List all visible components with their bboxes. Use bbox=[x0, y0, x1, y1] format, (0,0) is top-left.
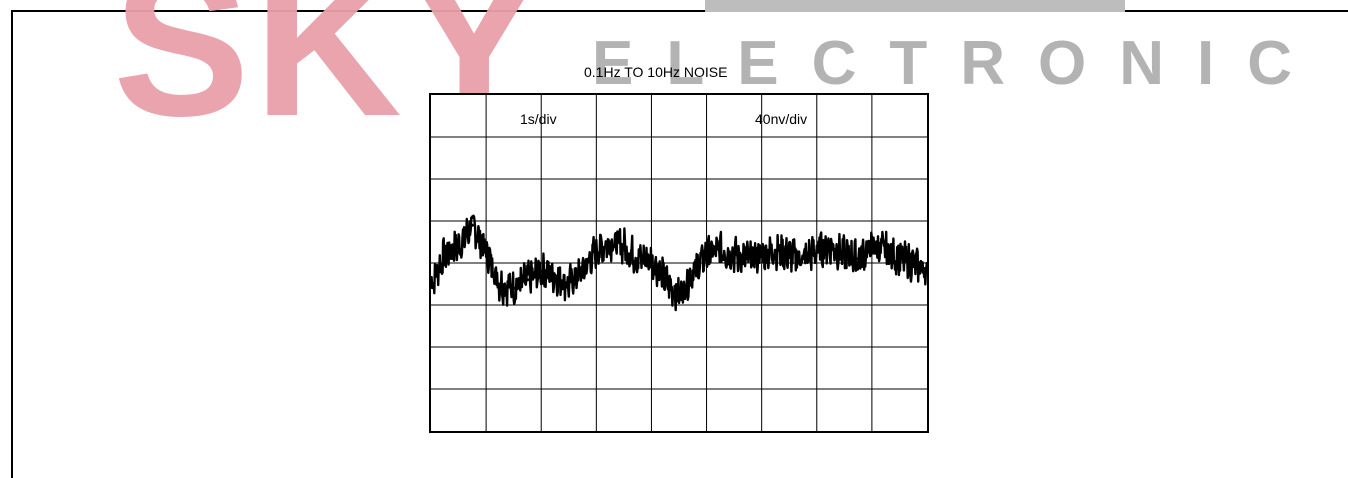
time-scale-label: 1s/div bbox=[520, 111, 557, 127]
watermark-bar bbox=[705, 0, 1125, 12]
trace-point bbox=[842, 253, 846, 257]
trace-point bbox=[815, 248, 819, 252]
figure-frame bbox=[11, 10, 1348, 478]
trace-point bbox=[663, 278, 667, 282]
trace-point bbox=[870, 244, 874, 248]
trace-point bbox=[760, 253, 764, 257]
trace-point bbox=[581, 269, 585, 273]
voltage-scale-label: 40nv/div bbox=[755, 111, 808, 127]
trace-point bbox=[622, 244, 626, 248]
trace-point bbox=[787, 253, 791, 257]
trace-point bbox=[470, 223, 474, 227]
trace-point bbox=[553, 274, 557, 278]
trace-point bbox=[925, 269, 929, 273]
trace-point bbox=[773, 248, 777, 252]
trace-point bbox=[484, 248, 488, 252]
trace-point bbox=[429, 282, 433, 286]
trace-point bbox=[897, 257, 901, 261]
trace-point bbox=[705, 253, 709, 257]
trace-point bbox=[443, 253, 447, 257]
trace-point bbox=[498, 282, 502, 286]
trace-point bbox=[856, 257, 860, 261]
trace-point bbox=[649, 257, 653, 261]
trace-point bbox=[677, 295, 681, 299]
trace-point bbox=[525, 278, 529, 282]
trace-point bbox=[746, 257, 750, 261]
noise-trace bbox=[429, 214, 929, 312]
chart-title: 0.1Hz TO 10Hz NOISE bbox=[584, 64, 728, 80]
trace-point bbox=[539, 269, 543, 273]
trace-point bbox=[884, 248, 888, 252]
trace-point bbox=[911, 261, 915, 265]
trace-point bbox=[732, 253, 736, 257]
trace-point bbox=[718, 248, 722, 252]
trace-point bbox=[457, 244, 461, 248]
trace-point bbox=[636, 257, 640, 261]
trace-point bbox=[829, 244, 833, 248]
noise-trace-group bbox=[429, 214, 929, 312]
trace-point bbox=[594, 248, 598, 252]
trace-point bbox=[608, 240, 612, 244]
trace-point bbox=[801, 257, 805, 261]
trace-point bbox=[512, 286, 516, 290]
trace-point bbox=[691, 269, 695, 273]
trace-point bbox=[567, 282, 571, 286]
oscilloscope-plot bbox=[429, 93, 929, 433]
watermark-tagline: ELECTRONIC bbox=[592, 29, 1325, 98]
